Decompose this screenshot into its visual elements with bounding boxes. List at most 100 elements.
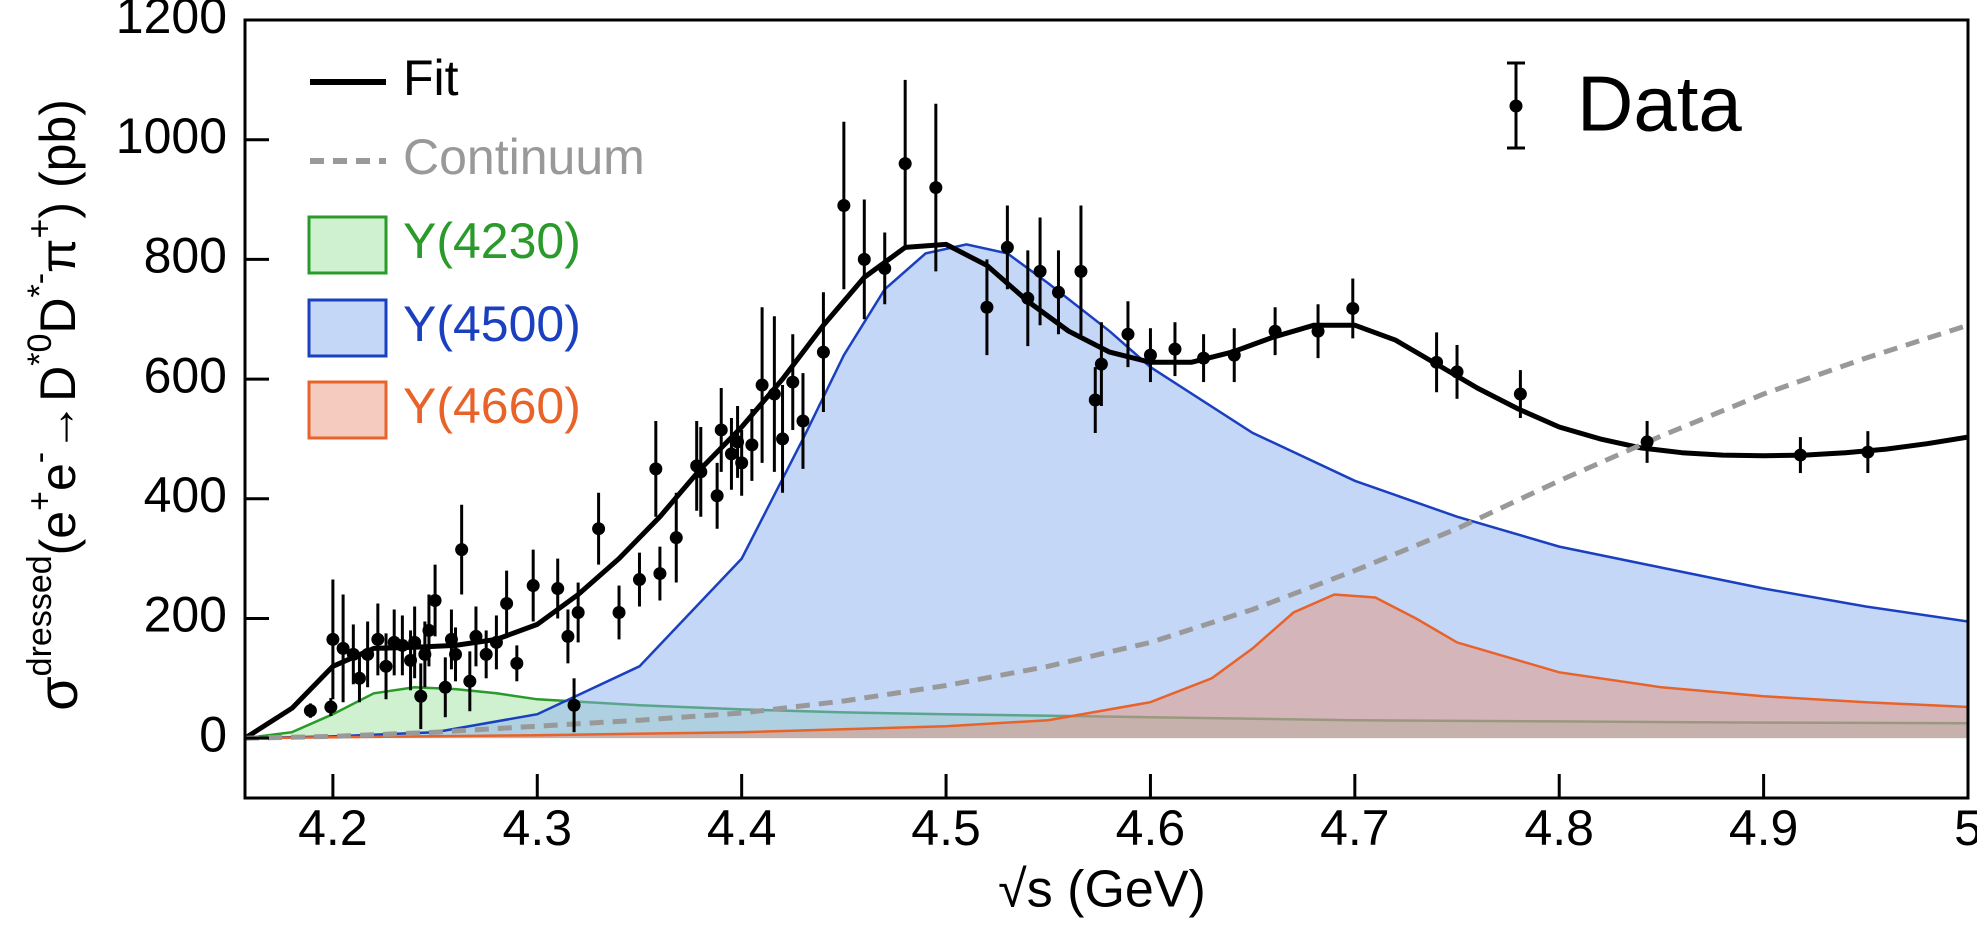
- y-label-part: *-: [21, 273, 59, 298]
- data-point: [612, 605, 626, 619]
- data-point: [649, 462, 663, 476]
- data-point: [455, 543, 469, 557]
- data-point: [379, 659, 393, 673]
- area-fill: [245, 594, 1968, 739]
- legend-label: Y(4500): [403, 296, 581, 352]
- legend-label: Data: [1577, 60, 1742, 148]
- data-point: [336, 641, 350, 655]
- data-point: [449, 647, 463, 661]
- data-point: [414, 689, 428, 703]
- data-point: [714, 423, 728, 437]
- data-point: [1143, 348, 1157, 362]
- y-label-part: D: [30, 298, 86, 334]
- y-tick-label: 1200: [116, 0, 227, 44]
- data-point: [1793, 448, 1807, 462]
- x-tick-label: 4.6: [1116, 800, 1186, 856]
- data-point: [694, 465, 708, 479]
- legend-marker: [1509, 99, 1523, 113]
- data-point: [786, 375, 800, 389]
- y-label-part: +: [21, 491, 59, 511]
- data-point: [469, 629, 483, 643]
- x-tick-label: 4.5: [911, 800, 981, 856]
- data-point: [1346, 301, 1360, 315]
- y-label-part: +: [21, 219, 59, 239]
- data-point: [463, 674, 477, 688]
- data-point: [1121, 327, 1135, 341]
- data-point: [898, 157, 912, 171]
- y-label-part: dressed: [21, 555, 59, 676]
- fit-line: [245, 241, 1968, 741]
- y-tick-label: 400: [144, 467, 227, 523]
- data-point: [735, 456, 749, 470]
- x-axis-label: √s (GeV): [998, 861, 1206, 919]
- data-point: [592, 522, 606, 536]
- data-point: [1051, 285, 1065, 299]
- data-point: [361, 647, 375, 661]
- legend-swatch: [307, 215, 388, 275]
- data-point: [551, 582, 565, 596]
- data-point: [324, 700, 338, 714]
- data-point: [1430, 355, 1444, 369]
- y-label-part: e: [30, 463, 86, 491]
- data-point: [1450, 365, 1464, 379]
- data-point: [796, 414, 810, 428]
- x-tick-label: 4.3: [503, 800, 573, 856]
- data-point: [1197, 351, 1211, 365]
- data-point: [326, 632, 340, 646]
- y-axis-label: σdressed(e+e-→D*0D*-π+) (pb): [21, 99, 89, 711]
- data-point: [1168, 342, 1182, 356]
- legend-swatch: [307, 380, 388, 440]
- data-point: [1021, 291, 1035, 305]
- data-point: [929, 181, 943, 195]
- data-point: [371, 632, 385, 646]
- dashed-line: [245, 322, 1968, 741]
- data-point: [1074, 264, 1088, 278]
- y-label-part: -: [21, 452, 59, 463]
- data-point: [1094, 357, 1108, 371]
- data-point: [755, 378, 769, 392]
- data-point: [878, 261, 892, 275]
- legend: Fit Continuum Y(4230) Y(4500) Y(4660) Data: [307, 50, 1742, 440]
- y-label-part: →D: [30, 366, 86, 452]
- data-point: [1861, 445, 1875, 459]
- data-point: [422, 623, 436, 637]
- data-point: [724, 447, 738, 461]
- y-tick-label: 800: [144, 228, 227, 284]
- y-label-part: *0: [21, 334, 59, 366]
- legend-label: Fit: [403, 50, 459, 106]
- data-point: [816, 345, 830, 359]
- x-tick-label: 4.8: [1524, 800, 1594, 856]
- x-tick-label: 4.7: [1320, 800, 1390, 856]
- data-point: [303, 704, 317, 718]
- data-point: [567, 698, 581, 712]
- data-point: [857, 252, 871, 266]
- data-point: [489, 635, 503, 649]
- data-point: [632, 573, 646, 587]
- data-point: [1033, 264, 1047, 278]
- data-point: [561, 629, 575, 643]
- x-tick-label: 4.2: [298, 800, 368, 856]
- legend-label: Y(4660): [403, 378, 581, 434]
- data-point: [571, 605, 585, 619]
- data-point: [352, 671, 366, 685]
- y-tick-label: 0: [199, 706, 227, 762]
- x-tick-label: 4.4: [707, 800, 777, 856]
- data-point: [1640, 435, 1654, 449]
- data-point: [767, 387, 781, 401]
- data-point: [346, 647, 360, 661]
- data-point: [1513, 387, 1527, 401]
- data-point: [1000, 240, 1014, 254]
- data-point: [1268, 324, 1282, 338]
- data-point: [1311, 324, 1325, 338]
- x-tick-label: 5: [1954, 800, 1977, 856]
- y-label-part: π: [30, 238, 86, 273]
- data-point: [395, 638, 409, 652]
- data-point: [500, 597, 514, 610]
- axes: 0 200 400 600 800 1000 1200 4.2 4.3 4.4 4.5 4.6 4.7 4…: [116, 0, 1977, 856]
- data-point: [510, 656, 524, 670]
- legend-label: Y(4230): [403, 213, 581, 269]
- frame: [243, 18, 1970, 800]
- data-point: [408, 635, 422, 649]
